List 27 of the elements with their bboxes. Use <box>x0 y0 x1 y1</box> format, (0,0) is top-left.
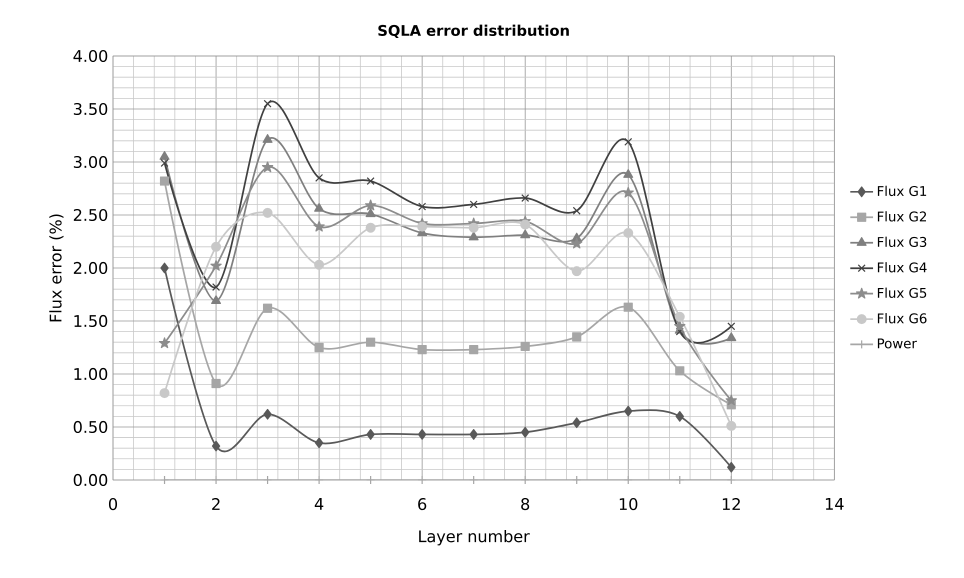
y-axis-title: Flux error (%) <box>49 214 64 322</box>
x-tick-label: 8 <box>521 498 530 510</box>
x-tick-label: 10 <box>620 498 638 510</box>
x-tick-label: 2 <box>212 498 220 510</box>
chart-title: SQLA error distribution <box>378 24 569 38</box>
y-tick-label: 1.00 <box>74 368 108 380</box>
y-tick-label: 2.50 <box>74 208 108 222</box>
y-tick-label: 0.50 <box>74 420 108 434</box>
y-tick-label: 2.00 <box>74 262 108 274</box>
legend-label: Flux G6 <box>878 313 927 324</box>
x-tick-label: 14 <box>826 498 844 510</box>
legend-label: Power <box>878 338 917 348</box>
legend-label: Flux G1 <box>878 186 926 196</box>
x-axis-title: Layer number <box>419 530 530 546</box>
legend-label: Flux G5 <box>878 288 926 298</box>
legend-label: Flux G4 <box>878 262 927 272</box>
y-tick-label: 3.50 <box>74 102 108 116</box>
legend-label: Flux G3 <box>878 236 926 247</box>
x-tick-label: 12 <box>722 498 740 510</box>
legend-label: Flux G2 <box>878 211 926 222</box>
y-tick-label: 0.00 <box>74 474 108 486</box>
y-tick-label: 3.00 <box>74 156 108 168</box>
y-tick-label: 1.50 <box>74 314 108 328</box>
y-tick-label: 4.00 <box>73 50 108 62</box>
x-tick-label: 4 <box>314 498 324 510</box>
x-tick-label: 6 <box>418 498 426 510</box>
x-tick-label: 0 <box>108 498 118 510</box>
